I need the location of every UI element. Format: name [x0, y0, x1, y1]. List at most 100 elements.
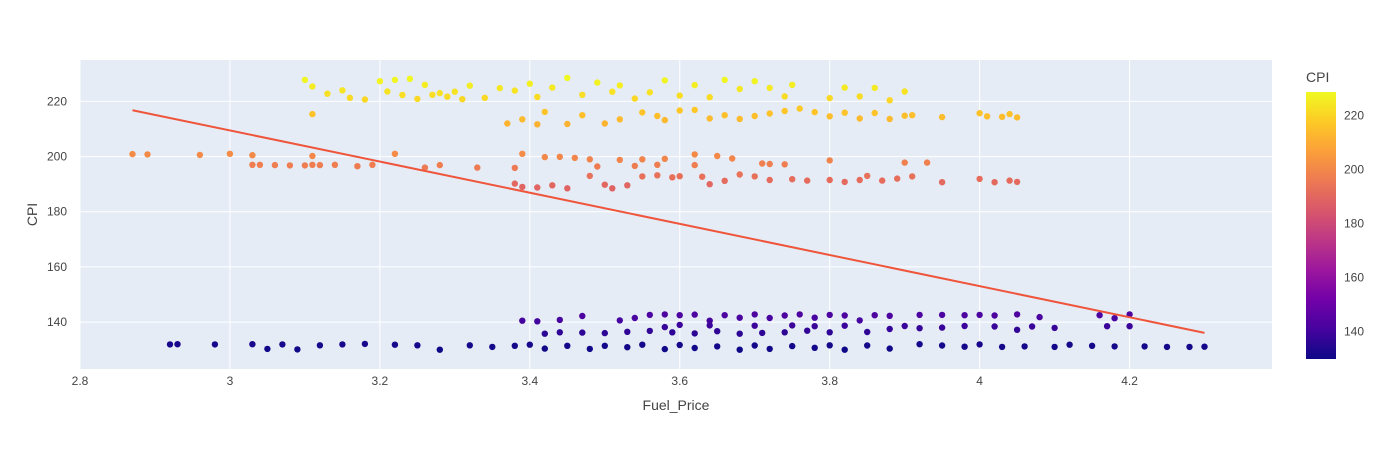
data-point	[661, 77, 668, 84]
data-point	[271, 161, 279, 169]
data-point	[841, 322, 848, 329]
data-point	[1111, 343, 1118, 350]
data-point	[196, 151, 204, 159]
data-point	[826, 329, 833, 336]
data-point	[309, 110, 316, 118]
data-point	[729, 155, 736, 162]
data-point	[781, 312, 788, 319]
data-point	[594, 79, 601, 86]
data-point	[781, 329, 788, 336]
data-point	[871, 109, 878, 117]
x-tick-label: 3.6	[671, 374, 688, 388]
data-point	[624, 182, 631, 189]
x-tick-label: 2.8	[72, 374, 89, 388]
data-point	[511, 342, 518, 349]
data-point	[759, 160, 766, 167]
data-point	[309, 83, 316, 90]
y-tick-label: 160	[47, 260, 67, 274]
data-point	[211, 341, 219, 348]
data-point	[556, 153, 563, 160]
data-point	[676, 312, 683, 319]
data-point	[489, 343, 496, 351]
data-point	[534, 318, 541, 325]
colorbar-tick-label: 160	[1344, 270, 1364, 284]
data-point	[736, 314, 743, 321]
data-point	[519, 116, 526, 123]
data-point	[309, 152, 316, 160]
data-point	[736, 330, 743, 337]
x-tick-label: 3.4	[521, 374, 538, 388]
data-point	[354, 163, 361, 170]
data-point	[736, 171, 743, 178]
data-point	[938, 311, 946, 319]
data-point	[721, 112, 728, 119]
y-tick-label: 180	[47, 205, 67, 219]
data-point	[894, 175, 901, 182]
data-point	[886, 345, 893, 352]
data-point	[691, 161, 698, 169]
data-point	[624, 344, 631, 351]
data-point	[519, 150, 526, 157]
data-point	[166, 341, 174, 348]
data-point	[646, 327, 653, 335]
data-point	[676, 341, 683, 349]
data-point	[691, 311, 698, 318]
data-point	[706, 322, 713, 329]
data-point	[249, 341, 256, 348]
data-point	[294, 346, 301, 353]
plot-area	[80, 60, 1272, 369]
data-point	[1028, 323, 1036, 330]
data-point	[339, 87, 346, 94]
colorbar-title: CPI	[1306, 69, 1329, 85]
data-point	[811, 323, 818, 330]
x-tick-label: 3	[227, 374, 234, 388]
data-point	[564, 120, 571, 128]
data-point	[579, 112, 586, 119]
data-point	[1096, 312, 1103, 319]
data-point	[1103, 323, 1111, 330]
data-point	[766, 314, 773, 322]
data-point	[736, 346, 743, 353]
data-point	[309, 161, 316, 168]
x-tick-label: 4	[976, 374, 983, 388]
data-point	[571, 154, 578, 162]
data-point	[451, 88, 458, 95]
data-point	[1126, 323, 1133, 330]
data-point	[631, 95, 638, 102]
data-point	[751, 78, 758, 85]
data-point	[766, 345, 773, 353]
data-point	[639, 341, 646, 348]
data-point	[646, 311, 653, 319]
data-point	[841, 312, 848, 319]
data-point	[706, 317, 713, 324]
data-point	[556, 316, 563, 324]
data-point	[676, 321, 683, 329]
data-point	[616, 156, 623, 164]
data-point	[938, 324, 946, 331]
data-point	[804, 327, 811, 334]
data-point	[804, 177, 811, 184]
data-point	[1013, 326, 1021, 333]
data-point	[519, 183, 526, 191]
data-point	[676, 107, 683, 114]
data-point	[983, 113, 991, 120]
x-axis-title: Fuel_Price	[643, 397, 710, 413]
data-point	[549, 182, 556, 189]
data-point	[286, 162, 294, 169]
data-point	[991, 312, 998, 319]
data-point	[264, 345, 271, 353]
data-point	[1201, 343, 1208, 350]
data-point	[661, 116, 668, 124]
data-point	[586, 156, 593, 163]
data-point	[901, 88, 908, 95]
colorbar-tick-label: 180	[1344, 216, 1364, 230]
y-axis-ticks: 140 160 180 200 220	[47, 94, 67, 329]
data-point	[384, 88, 391, 95]
data-point	[886, 97, 893, 104]
data-point	[706, 181, 713, 188]
data-point	[541, 153, 548, 161]
data-point	[923, 159, 931, 166]
data-point	[586, 172, 593, 180]
data-point	[669, 174, 676, 181]
